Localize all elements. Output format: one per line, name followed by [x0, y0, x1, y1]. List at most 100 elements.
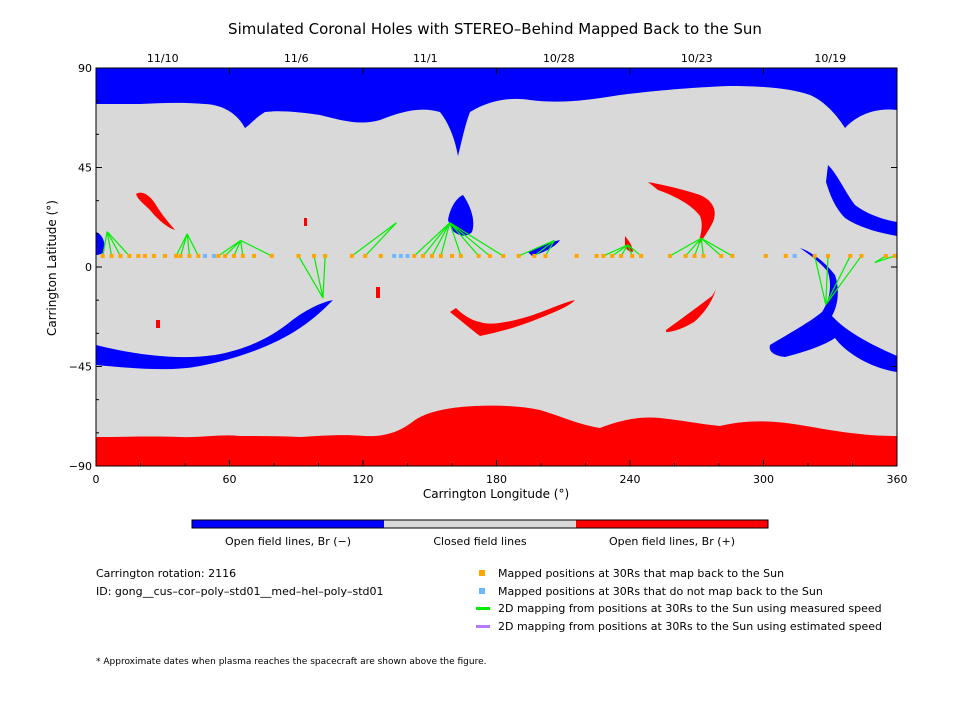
mapped-point-48	[730, 253, 735, 258]
carrington-rotation: Carrington rotation: 2116	[96, 567, 237, 580]
measured-mapping-line-37	[700, 238, 705, 257]
north-negative-patch-right	[826, 165, 897, 236]
positive-patch-275	[666, 288, 716, 332]
y-tick-label-1: 45	[78, 162, 92, 175]
mapped-point-44	[683, 253, 688, 258]
mapped-point-11	[196, 253, 201, 258]
positive-patch-175	[450, 300, 575, 336]
mapped-point-5	[142, 253, 147, 258]
date-label-4: 10/23	[681, 52, 713, 65]
mapped-point-56	[892, 253, 897, 258]
legend-mapped-label: Mapped positions at 30Rs that map back t…	[498, 567, 785, 580]
mapped-point-4	[136, 253, 141, 258]
coronal-hole-regions	[96, 68, 897, 466]
mapped-point-8	[174, 253, 179, 258]
negative-patch-0	[96, 232, 105, 255]
y-tick-label-3: −45	[69, 361, 92, 374]
mapped-point-31	[487, 253, 492, 258]
positive-patch-28	[156, 320, 160, 328]
closed-field-region	[96, 68, 897, 466]
mapped-point-38	[601, 253, 606, 258]
mapped-point-50	[783, 253, 788, 258]
measured-mapping-line-4	[175, 233, 188, 257]
date-label-2: 11/1	[413, 52, 438, 65]
mapped-point-15	[240, 253, 245, 258]
north-polar-hole	[96, 68, 897, 156]
mapped-point-46	[701, 253, 706, 258]
footnote: * Approximate dates when plasma reaches …	[96, 657, 487, 667]
mapped-point-30	[476, 253, 481, 258]
unmapped-point-3	[398, 253, 403, 258]
mapped-point-51	[812, 253, 817, 258]
x-tick-label-2: 120	[353, 473, 374, 486]
y-axis-label: Carrington Latitude (°)	[45, 200, 59, 336]
mapped-point-3	[127, 253, 132, 258]
measured-mapping-line-29	[603, 244, 629, 257]
y-tick-label-4: −90	[69, 460, 92, 473]
mapped-point-17	[269, 253, 274, 258]
measured-mapping-line-33	[627, 244, 642, 257]
measured-mapping-line-16	[351, 222, 397, 257]
date-label-0: 11/10	[147, 52, 179, 65]
mapped-point-13	[223, 253, 228, 258]
measured-mapping-line-3	[106, 231, 130, 257]
mapped-point-41	[630, 253, 635, 258]
y-tick-label-0: 90	[78, 62, 92, 75]
measured-mapping-line-21	[440, 222, 451, 257]
legend-estimated-swatch	[476, 625, 490, 628]
legend-measured-swatch	[476, 607, 490, 610]
y-tick-label-2: 0	[85, 261, 92, 274]
measured-mapping-line-6	[186, 233, 191, 257]
measured-mapping-line-43	[825, 255, 862, 305]
mapped-point-33	[516, 253, 521, 258]
measured-mapping-line-15	[322, 255, 326, 298]
measured-mapping-line-17	[364, 222, 397, 257]
mapped-point-12	[216, 253, 221, 258]
measured-mapping-line-25	[449, 222, 504, 257]
measured-mapping-line-42	[825, 255, 851, 305]
measured-mapping-line-35	[685, 237, 702, 257]
unmapped-point-2	[392, 253, 397, 258]
mapped-point-39	[610, 253, 615, 258]
mapped-points	[100, 253, 897, 258]
mapped-point-24	[412, 253, 417, 258]
legend-mapped-swatch	[479, 570, 485, 576]
mapped-point-2	[118, 253, 123, 258]
date-label-1: 11/6	[284, 52, 309, 65]
colorbar-label-positive: Open field lines, Br (+)	[608, 535, 736, 548]
colorbar-label-closed: Closed field lines	[433, 535, 527, 548]
measured-mapping-line-20	[431, 222, 451, 257]
mapped-point-9	[178, 253, 183, 258]
mapped-point-19	[312, 253, 317, 258]
x-tick-label-4: 240	[620, 473, 641, 486]
x-tick-label-5: 300	[753, 473, 774, 486]
mapped-point-32	[501, 253, 506, 258]
mapped-point-55	[883, 253, 888, 258]
colorbar-closed	[384, 520, 576, 528]
legend-measured-label: 2D mapping from positions at 30Rs to the…	[498, 602, 882, 615]
unmapped-point-1	[211, 253, 216, 258]
mapped-point-28	[450, 253, 454, 258]
measured-mapping-line-8	[218, 239, 241, 257]
measured-mapping-line-22	[449, 222, 462, 257]
measured-mapping-line-14	[313, 255, 324, 299]
mapped-point-7	[162, 253, 167, 258]
unmapped-point-0	[203, 253, 208, 258]
mapped-point-47	[719, 253, 724, 258]
measured-mapping-line-27	[533, 239, 555, 257]
positive-patch-270	[648, 182, 715, 246]
positive-patch-127	[376, 287, 380, 298]
measured-mapping-line-19	[422, 222, 451, 257]
measured-mapping-line-9	[224, 240, 242, 257]
measured-mapping-line-10	[233, 240, 242, 257]
south-polar-hole	[96, 405, 897, 466]
mapped-point-36	[574, 253, 579, 258]
measured-mapping-line-0	[102, 231, 108, 257]
mapped-point-18	[296, 253, 301, 258]
coronal-hole-map: 0 60 120 180 240 300 360 90 45 0 −45 −90 11/10 11/6 11…	[69, 52, 908, 529]
mapped-point-22	[363, 253, 368, 258]
measured-mapping-line-5	[179, 233, 188, 257]
x-axis-label: Carrington Longitude (°)	[422, 487, 570, 501]
mapped-point-34	[532, 253, 537, 258]
measured-mapping-line-38	[700, 237, 722, 257]
